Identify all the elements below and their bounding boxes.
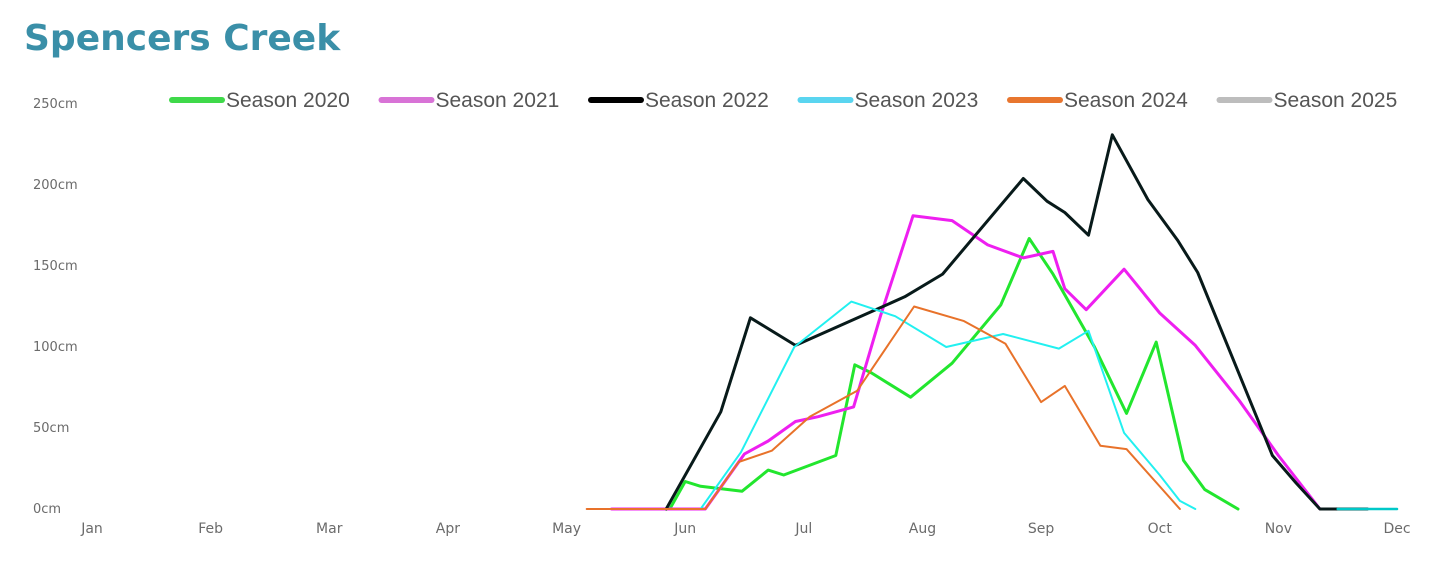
x-tick-label: May [552,521,581,537]
legend: Season 2020 Season 2021 Season 2022 Season … [169,89,1398,112]
legend-label: Season 2022 [645,89,769,112]
legend-label: Season 2025 [1274,89,1398,112]
y-tick-label: 0cm [33,502,61,517]
x-tick-label: Mar [316,521,343,537]
y-tick-label: 200cm [33,178,78,193]
x-tick-label: Jun [673,521,696,537]
x-tick-label: Oct [1148,521,1173,537]
legend-label: Season 2020 [226,89,350,112]
series-lines [585,133,1399,511]
x-tick-label: Apr [436,521,460,537]
legend-label: Season 2021 [436,89,560,112]
y-tick-label: 50cm [33,421,69,436]
x-tick-label: Aug [909,521,936,537]
x-tick-label: Dec [1383,521,1410,537]
chart-title: Spencers Creek [24,18,341,59]
series-line [610,214,1369,511]
x-tick-label: Jul [794,521,812,537]
x-axis-ticks: Jan Feb Mar Apr May Jun Jul Aug Sep Oct Nov Dec [80,521,1410,537]
x-tick-label: Nov [1265,521,1292,537]
y-axis-ticks: 0cm 50cm 100cm 150cm 200cm 250cm [33,97,78,517]
x-tick-label: Jan [80,521,103,537]
series-line [639,237,1240,511]
legend-label: Season 2023 [855,89,979,112]
series-line [585,305,1181,510]
x-tick-label: Sep [1028,521,1055,537]
legend-label: Season 2024 [1064,89,1188,112]
y-tick-label: 100cm [33,340,78,355]
series-line [664,133,1369,511]
y-tick-label: 250cm [33,97,78,112]
y-tick-label: 150cm [33,259,78,274]
series-line [699,300,1197,510]
x-tick-label: Feb [198,521,223,537]
